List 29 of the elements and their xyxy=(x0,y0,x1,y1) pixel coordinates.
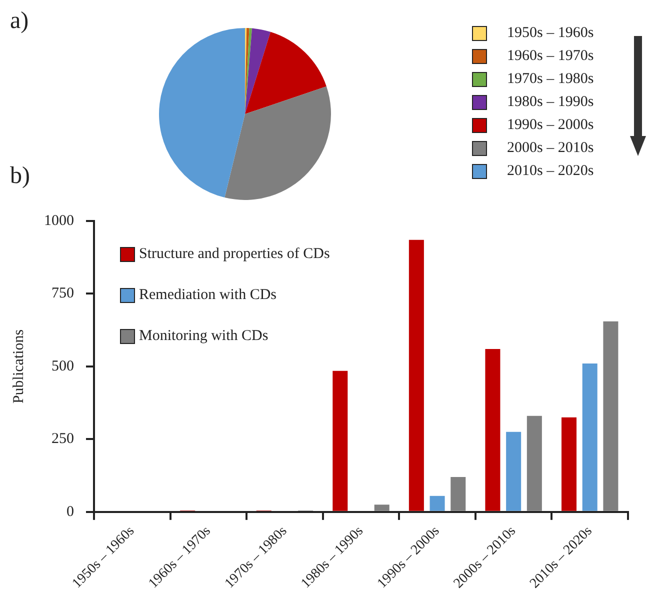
chart-title: a) xyxy=(10,8,29,35)
bar xyxy=(374,504,390,511)
chart-title: b) xyxy=(10,163,30,190)
legend-label: 2000s – 2010s xyxy=(507,140,594,157)
y-tick-label: 0 xyxy=(66,504,74,520)
bar xyxy=(430,496,445,511)
y-tick-label: 750 xyxy=(52,286,74,302)
bar xyxy=(450,477,466,511)
y-tick-label: 1000 xyxy=(44,212,74,229)
legend-label: 1970s – 1980s xyxy=(507,71,594,88)
bar xyxy=(562,417,577,511)
legend-label: Monitoring with CDs xyxy=(139,328,268,345)
bar xyxy=(408,240,424,511)
legend-label: 1980s – 1990s xyxy=(507,94,594,111)
legend-label: 1950s – 1960s xyxy=(507,25,594,42)
legend-label: 1990s – 2000s xyxy=(507,117,594,134)
legend-label: Remediation with CDs xyxy=(139,287,276,304)
bar xyxy=(603,321,618,511)
bar xyxy=(582,364,598,511)
bar xyxy=(332,370,348,511)
legend-label: Structure and properties of CDs xyxy=(139,246,330,263)
y-tick-label: 250 xyxy=(52,431,74,448)
bar xyxy=(506,432,522,511)
bar xyxy=(526,416,542,511)
legend-label: 1960s – 1970s xyxy=(507,48,594,65)
legend-label: 2010s – 2020s xyxy=(507,163,594,180)
y-tick-label: 500 xyxy=(52,358,74,374)
y-axis-title: Publications xyxy=(10,329,27,404)
bar xyxy=(485,349,500,511)
